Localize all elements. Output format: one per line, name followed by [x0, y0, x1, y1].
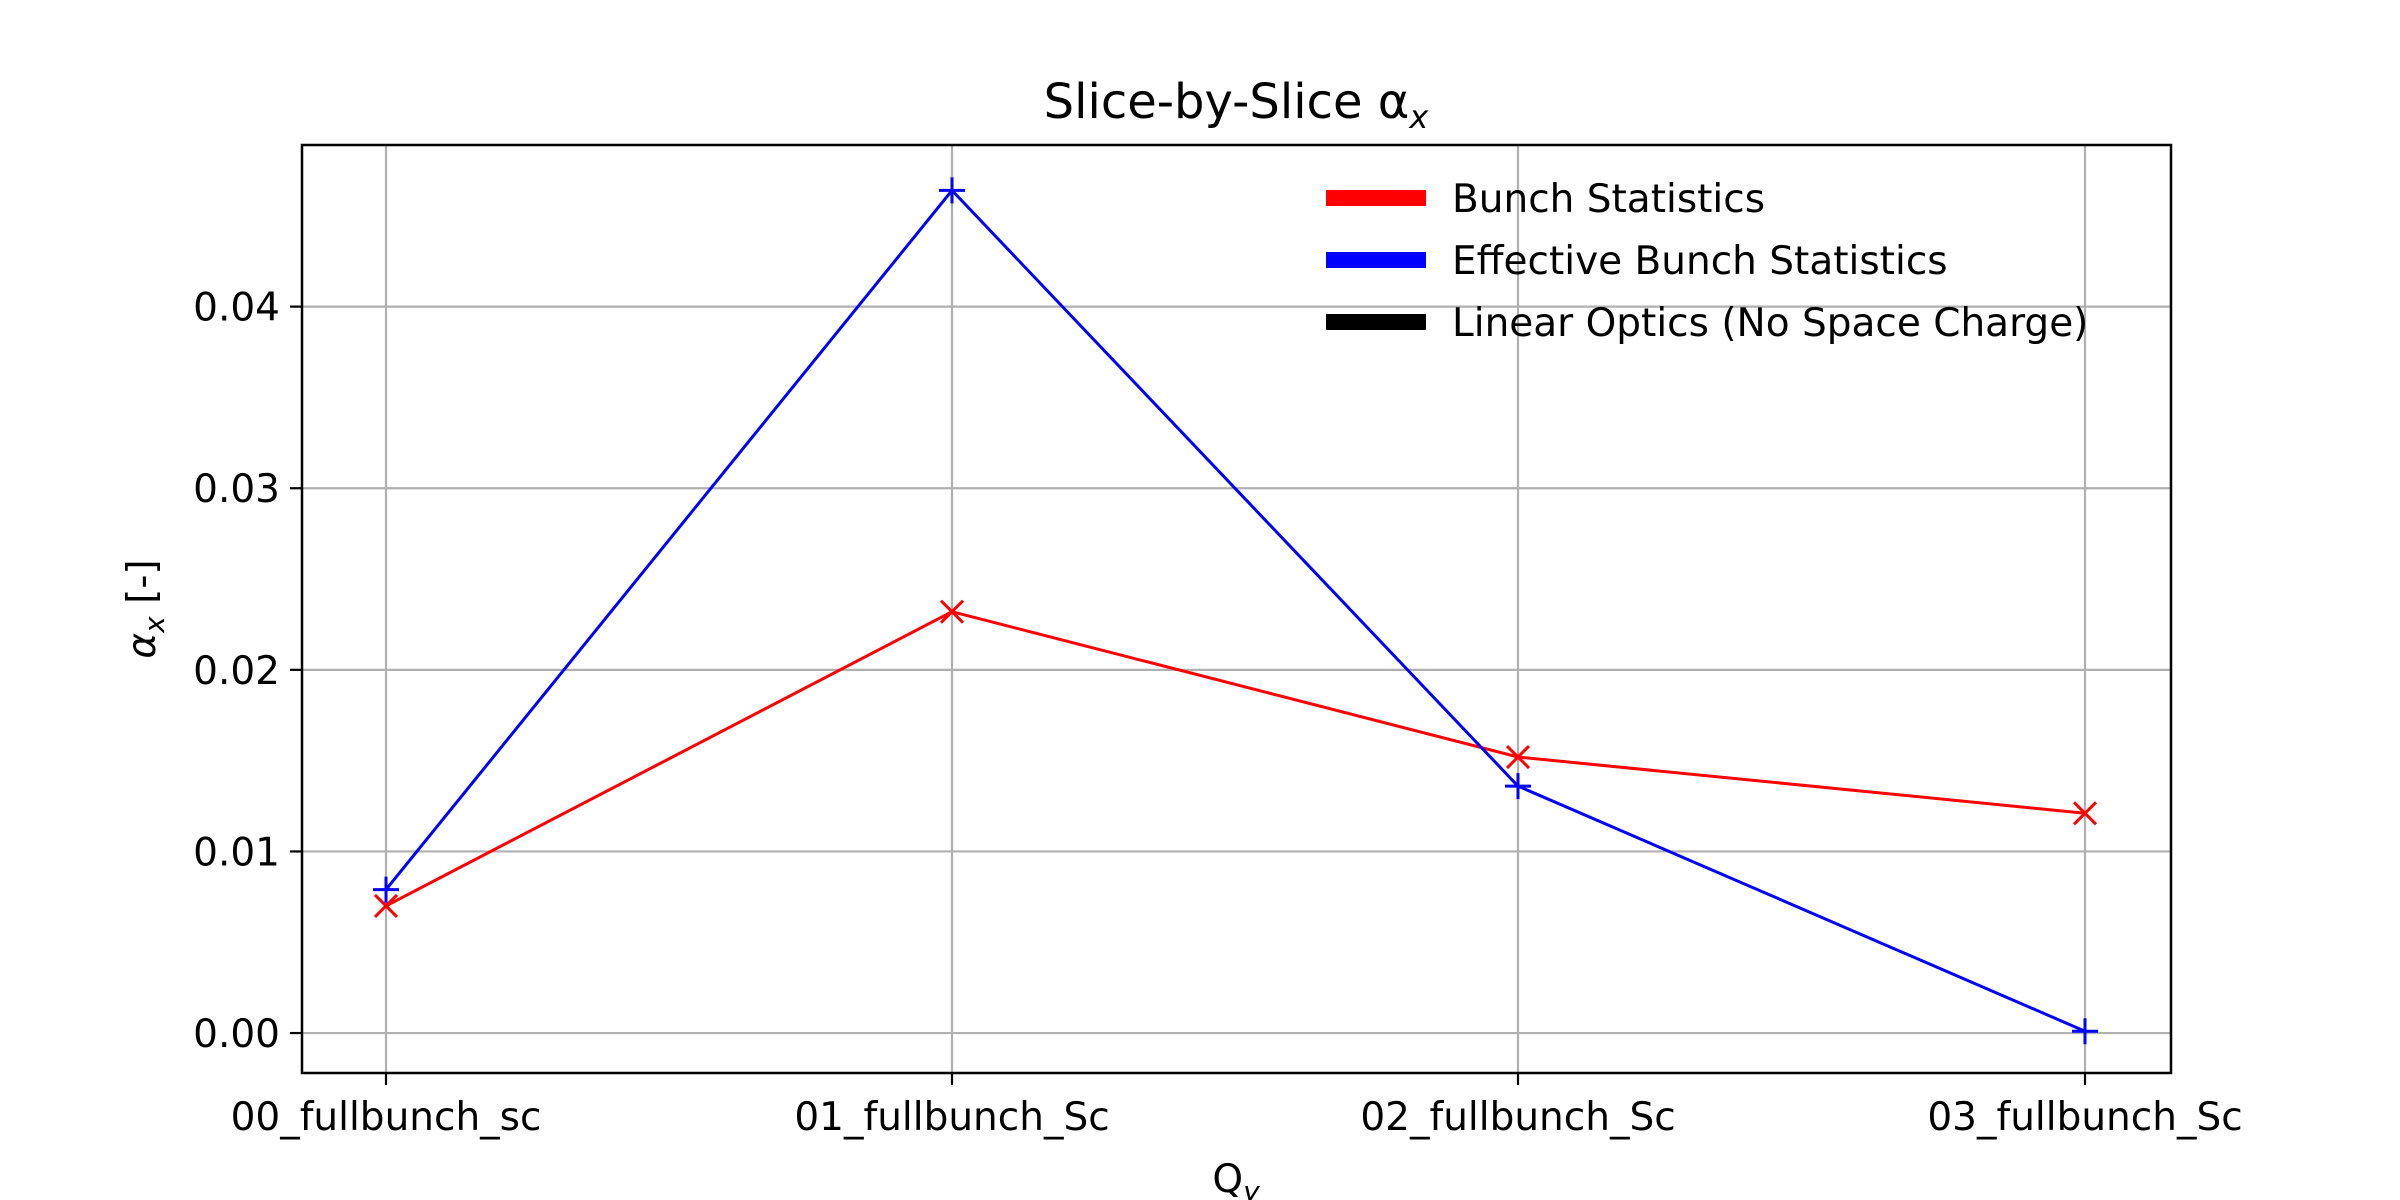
y-tick-label: 0.00: [193, 1012, 280, 1057]
gridlines: [302, 145, 2171, 1073]
series-line: [384, 188, 2086, 1033]
x-axis-ticks: 00_fullbunch_sc 01_fullbunch_Sc 02_fullbun…: [231, 1073, 2243, 1140]
y-axis-ticks: 0.00 0.01 0.02 0.03 0.04: [193, 286, 302, 1057]
data-point-marker: [1505, 744, 1531, 770]
x-axis-label: Qy: [1212, 1157, 1260, 1200]
legend: Bunch Statistics Effective Bunch Statisti…: [1326, 177, 2088, 346]
y-tick-label: 0.04: [193, 286, 280, 331]
chart-title: Slice-by-Slice αx: [1044, 74, 1430, 136]
data-point-marker: [2072, 801, 2098, 826]
data-point-marker: [939, 177, 965, 204]
data-point-marker: [1505, 773, 1531, 800]
x-tick-label: 03_fullbunch_Sc: [1927, 1095, 2242, 1140]
legend-label: Bunch Statistics: [1452, 177, 1765, 222]
series-line: [385, 610, 2086, 908]
data-point-marker: [373, 893, 399, 918]
y-tick-label: 0.03: [193, 467, 280, 512]
data-point-marker: [2072, 1018, 2098, 1045]
data-series: [373, 177, 2098, 1045]
y-tick-label: 0.02: [193, 649, 280, 694]
plot-frame: [300, 143, 2173, 1075]
x-tick-label: 01_fullbunch_Sc: [794, 1095, 1109, 1140]
legend-label: Linear Optics (No Space Charge): [1452, 301, 2088, 346]
legend-label: Effective Bunch Statistics: [1452, 239, 1948, 284]
x-tick-label: 00_fullbunch_sc: [231, 1095, 542, 1140]
x-tick-label: 02_fullbunch_Sc: [1360, 1095, 1675, 1140]
data-point-marker: [939, 599, 965, 624]
y-axis-label: αx [-]: [120, 559, 171, 658]
data-point-marker: [373, 876, 399, 903]
y-tick-label: 0.01: [193, 830, 280, 875]
